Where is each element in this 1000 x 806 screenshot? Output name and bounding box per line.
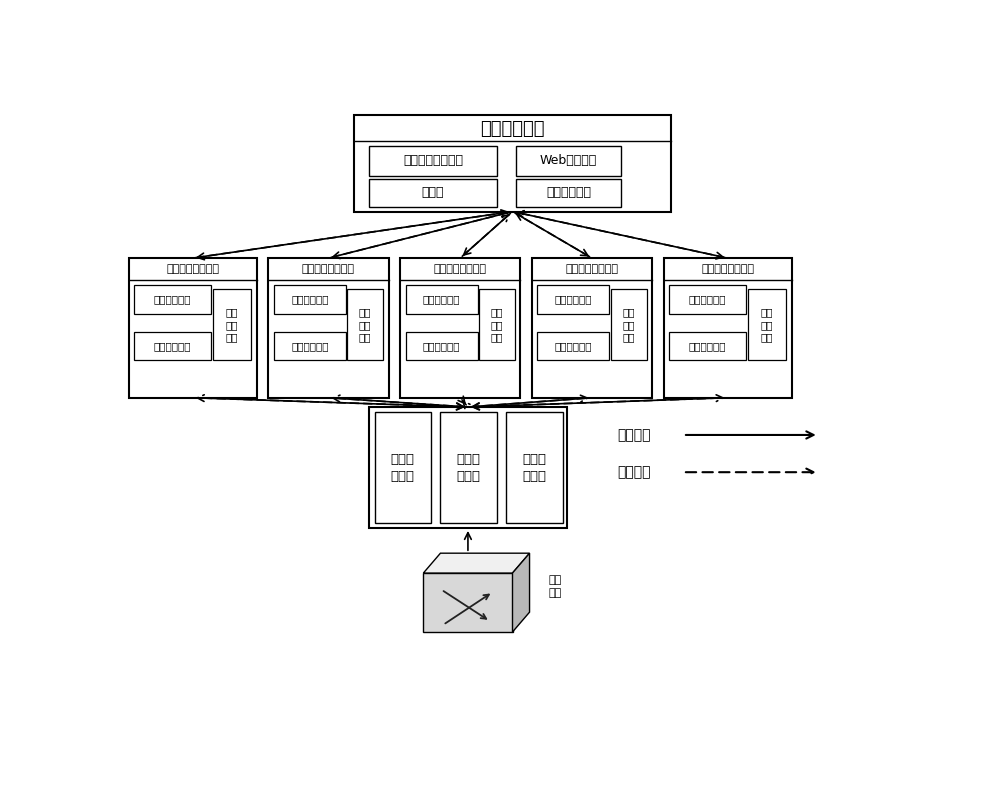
Bar [406,332,478,360]
Text: 信令分析模块: 信令分析模块 [291,295,329,305]
Bar [664,258,792,397]
Bar [274,285,346,314]
Text: 信令分析模块: 信令分析模块 [689,295,726,305]
Bar [369,179,497,206]
Text: 信令分析模块: 信令分析模块 [423,295,460,305]
Bar [347,289,383,360]
Bar [532,258,652,397]
Text: 信令采集模块: 信令采集模块 [555,341,592,351]
Bar [669,285,746,314]
Text: 信息反馈模块: 信息反馈模块 [546,186,591,199]
Bar [611,289,647,360]
Bar [274,332,346,360]
Bar [129,258,257,397]
Bar [748,289,786,360]
Text: 图形界面展示模块: 图形界面展示模块 [403,154,463,167]
Text: 信令展示设备: 信令展示设备 [480,120,545,138]
Bar [537,332,609,360]
Text: 选路信息: 选路信息 [617,465,651,480]
Text: 信息
收集
模块: 信息 收集 模块 [226,307,238,343]
Bar [406,285,478,314]
Text: 信令分析模块: 信令分析模块 [154,295,191,305]
Text: 信令数据: 信令数据 [617,428,651,442]
Text: 信令转
发模块: 信令转 发模块 [457,452,481,483]
Text: 信令采集分析设备: 信令采集分析设备 [166,264,219,274]
Text: Web管理模块: Web管理模块 [540,154,597,167]
Text: 信令采集分析设备: 信令采集分析设备 [701,264,754,274]
Text: 信息
收集
模块: 信息 收集 模块 [761,307,773,343]
Text: 路径选
择模块: 路径选 择模块 [523,452,547,483]
Bar [669,332,746,360]
Text: 信令分析模块: 信令分析模块 [555,295,592,305]
Text: 信令采集分析设备: 信令采集分析设备 [302,264,355,274]
Polygon shape [512,553,530,632]
Bar [537,285,609,314]
Text: 信令采集模块: 信令采集模块 [423,341,460,351]
Bar [369,407,567,528]
Bar [479,289,515,360]
Bar [516,179,621,206]
Bar [134,332,211,360]
Polygon shape [423,553,530,573]
Text: 信令采集分析设备: 信令采集分析设备 [565,264,618,274]
Text: 数据库: 数据库 [422,186,444,199]
Text: 信息
收集
模块: 信息 收集 模块 [359,307,371,343]
Bar [213,289,251,360]
Bar [354,115,671,211]
Bar [134,285,211,314]
Bar [268,258,388,397]
Bar [369,146,497,176]
Bar [440,412,497,523]
Text: 信息
收集
模块: 信息 收集 模块 [622,307,635,343]
Text: 信令采集模块: 信令采集模块 [689,341,726,351]
Text: 信令采集模块: 信令采集模块 [154,341,191,351]
Bar [400,258,520,397]
Bar [506,412,563,523]
Text: 端口
镜像: 端口 镜像 [549,575,562,597]
Text: 信息
收集
模块: 信息 收集 模块 [491,307,503,343]
Bar [516,146,621,176]
Polygon shape [423,573,512,632]
Text: 信令采集模块: 信令采集模块 [291,341,329,351]
Bar [375,412,431,523]
Text: 信令采集分析设备: 信令采集分析设备 [434,264,487,274]
Text: 业务均
衡装置: 业务均 衡装置 [391,452,415,483]
